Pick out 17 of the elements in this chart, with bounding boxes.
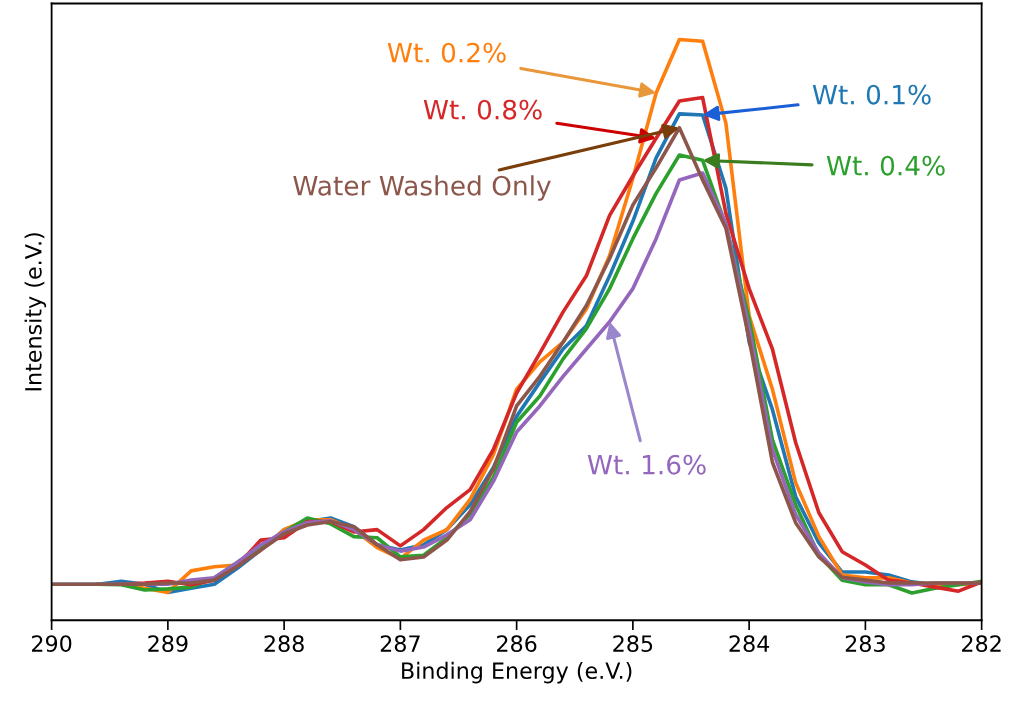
x-tick-label: 286 xyxy=(497,635,537,653)
text: Wt. 0.8% xyxy=(423,99,542,120)
x-tick-label: 285 xyxy=(613,635,653,653)
x-tick-label: 288 xyxy=(264,635,304,653)
text: Water Washed Only xyxy=(293,175,551,201)
text: Wt. 1.6% xyxy=(587,454,706,475)
x-tick-label: 287 xyxy=(380,635,420,653)
x-tick-label: 289 xyxy=(148,635,188,653)
text: Wt. 0.2% xyxy=(387,42,506,63)
y-axis-title: Intensity (e.V.) xyxy=(24,233,47,391)
x-axis-title: Binding Energy (e.V.) xyxy=(402,661,632,684)
x-tick-label: 290 xyxy=(32,635,72,653)
text: Wt. 0.4% xyxy=(826,155,945,176)
x-tick-label: 282 xyxy=(962,635,1001,653)
x-tick-label: 283 xyxy=(845,635,885,653)
text: Wt. 0.1% xyxy=(812,84,931,105)
x-tick-label: 284 xyxy=(729,635,770,653)
